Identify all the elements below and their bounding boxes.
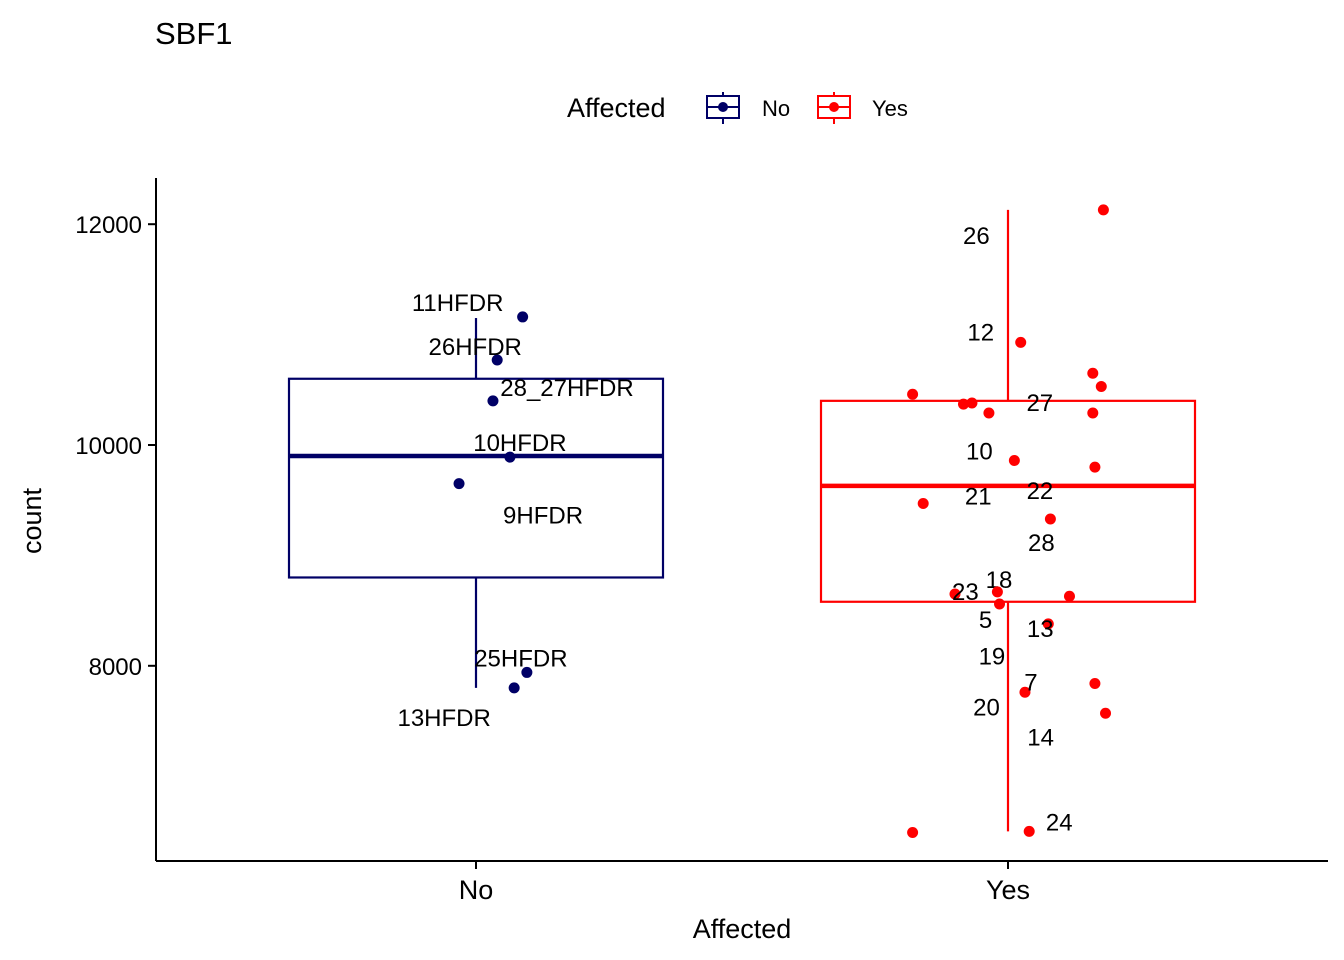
box-yes	[819, 209, 1197, 832]
data-point	[1089, 461, 1101, 473]
x-axis-title: Affected	[693, 914, 792, 944]
x-tick-label: No	[459, 875, 494, 905]
data-point	[957, 398, 969, 410]
point-label: 20	[973, 694, 1000, 721]
data-point	[1042, 618, 1054, 630]
data-point	[508, 682, 520, 694]
data-point	[1095, 380, 1107, 392]
point-label: 23	[952, 579, 979, 606]
point-label: 13	[1027, 616, 1054, 643]
x-tick-label: Yes	[986, 875, 1030, 905]
y-tick-label: 10000	[75, 433, 142, 460]
data-point	[504, 451, 516, 463]
point-label: 21	[965, 484, 992, 511]
data-point	[1044, 513, 1056, 525]
point-label: 9HFDR	[503, 503, 583, 530]
plot-area: 26HFDR 28_27HFDR 11HFDR 10HFDR 9HFDR 25HFDR 13…	[287, 204, 1197, 839]
data-point	[917, 498, 929, 510]
x-axis-ticks: No Yes	[459, 861, 1030, 905]
legend-key-point	[829, 102, 839, 112]
data-point	[1087, 367, 1099, 379]
point-label: 28	[1028, 530, 1055, 557]
data-point	[907, 827, 919, 839]
data-point	[1063, 590, 1075, 602]
point-label: 28_27HFDR	[500, 375, 633, 402]
point-label: 24	[1046, 809, 1073, 836]
data-point	[1015, 336, 1027, 348]
legend-key-no	[706, 92, 740, 124]
data-point	[1023, 825, 1035, 837]
box-no	[287, 318, 665, 688]
legend-label-no: No	[762, 96, 790, 121]
data-point	[1100, 707, 1112, 719]
point-label: 13HFDR	[397, 705, 490, 732]
box-iqr	[287, 377, 665, 579]
data-point	[1097, 204, 1109, 216]
legend-title: Affected	[567, 93, 666, 123]
data-point	[1019, 686, 1031, 698]
data-point	[453, 478, 465, 490]
box-iqr	[819, 399, 1197, 603]
legend-label-yes: Yes	[872, 96, 908, 121]
point-label: 10HFDR	[473, 430, 566, 457]
point-label: 19	[979, 643, 1006, 670]
y-axis-ticks: 8000 10000 12000	[75, 212, 156, 681]
chart-title: SBF1	[155, 16, 233, 51]
data-point	[517, 311, 529, 323]
data-point	[966, 397, 978, 409]
point-label: 11HFDR	[412, 290, 504, 317]
legend-key-yes	[817, 92, 851, 124]
data-point	[991, 586, 1003, 598]
legend-key-point	[718, 102, 728, 112]
point-label: 26HFDR	[429, 334, 522, 361]
y-tick-label: 8000	[89, 654, 142, 681]
point-label: 14	[1027, 725, 1054, 752]
point-label: 7	[1024, 669, 1037, 696]
point-label: 5	[979, 607, 992, 634]
data-point	[491, 354, 503, 366]
point-label: 26	[963, 223, 990, 250]
data-point	[1008, 454, 1020, 466]
legend: Affected No Yes	[567, 92, 908, 124]
data-point	[907, 388, 919, 400]
point-label: 10	[966, 438, 993, 465]
data-point	[994, 598, 1006, 610]
y-tick-label: 12000	[75, 212, 142, 239]
data-point	[1089, 677, 1101, 689]
point-label: 27	[1026, 390, 1053, 417]
data-point	[983, 407, 995, 419]
data-point	[1087, 407, 1099, 419]
point-label: 25HFDR	[474, 645, 567, 672]
point-label: 12	[967, 319, 994, 346]
y-axis-title: count	[17, 487, 47, 554]
data-point	[487, 395, 499, 407]
data-point	[521, 666, 533, 678]
data-point	[949, 588, 961, 600]
point-label: 22	[1027, 478, 1054, 505]
